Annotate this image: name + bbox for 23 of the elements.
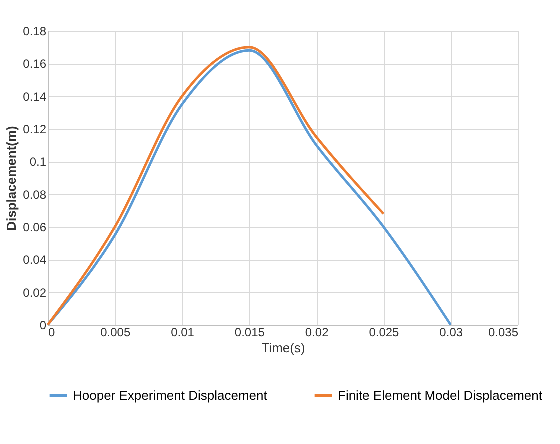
legend-label: Hooper Experiment Displacement <box>73 388 268 403</box>
legend-label: Finite Element Model Displacement <box>338 388 543 403</box>
x-tick-label: 0.015 <box>234 326 266 340</box>
y-tick-label: 0.02 <box>23 286 47 300</box>
y-axis-title: Displacement(m) <box>4 126 20 231</box>
x-tick-label: 0.01 <box>171 326 195 340</box>
y-tick-label: 0.04 <box>23 253 47 268</box>
line-series <box>46 46 385 326</box>
line-series <box>46 49 452 326</box>
y-tick-label: 0.18 <box>23 24 47 38</box>
y-tick-label: 0.1 <box>30 155 47 170</box>
x-tick-label: 0.005 <box>100 326 131 340</box>
y-tick-label: 0.12 <box>23 122 47 136</box>
y-tick-label: 0.06 <box>23 220 47 234</box>
x-tick-label: 0.035 <box>488 326 519 340</box>
x-tick-label: 0 <box>48 326 56 340</box>
y-tick-label: 0.08 <box>23 188 47 202</box>
x-tick-label: 0.025 <box>369 326 400 340</box>
x-tick-label: 0.02 <box>305 326 330 340</box>
x-axis-title: Time(s) <box>262 340 306 356</box>
y-tick-label: 0.14 <box>23 90 47 104</box>
y-tick-label: 0.16 <box>23 57 47 72</box>
x-tick-label: 0.03 <box>440 326 464 340</box>
